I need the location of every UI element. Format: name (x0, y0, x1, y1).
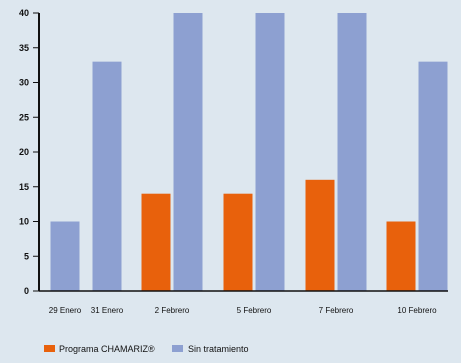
y-tick-label: 35 (19, 43, 29, 53)
x-category-label: 10 Febrero (397, 306, 437, 315)
bar-sin-tratamiento (92, 61, 122, 292)
bar-sin-tratamiento (173, 13, 203, 291)
legend-swatch (44, 345, 55, 352)
bar-programa-chamariz (141, 193, 171, 291)
x-category-label: 5 Febrero (237, 306, 272, 315)
bar-sin-tratamiento (337, 13, 367, 291)
x-category-label: 2 Febrero (155, 306, 190, 315)
bar-programa-chamariz (305, 179, 335, 291)
x-category-labels: 29 Enero 31 Enero 2 Febrero 5 Febrero 7 Febr… (49, 306, 437, 315)
legend: Programa CHAMARIZ® Sin tratamiento (44, 344, 249, 354)
y-tick-label: 15 (19, 182, 29, 192)
y-tick-label: 0 (24, 286, 29, 296)
x-category-label: 31 Enero (91, 306, 124, 315)
legend-swatch (172, 345, 183, 352)
y-tick-label: 20 (19, 147, 29, 157)
x-category-label: 7 Febrero (319, 306, 354, 315)
y-tick-label: 30 (19, 78, 29, 88)
bar-programa-chamariz (386, 221, 416, 291)
y-tick-label: 5 (24, 251, 29, 261)
y-tick-label: 25 (19, 112, 29, 122)
bar-sin-tratamiento (255, 13, 285, 291)
bar-sin-tratamiento (50, 221, 80, 291)
y-ticks: 0 5 10 15 20 25 30 35 40 (19, 8, 39, 296)
x-category-label: 29 Enero (49, 306, 82, 315)
bar-sin-tratamiento (418, 61, 448, 292)
legend-label: Programa CHAMARIZ® (59, 344, 155, 354)
y-tick-label: 10 (19, 217, 29, 227)
y-tick-label: 40 (19, 8, 29, 18)
legend-label: Sin tratamiento (188, 344, 249, 354)
bar-programa-chamariz (223, 193, 253, 291)
bars-layer (50, 13, 448, 292)
